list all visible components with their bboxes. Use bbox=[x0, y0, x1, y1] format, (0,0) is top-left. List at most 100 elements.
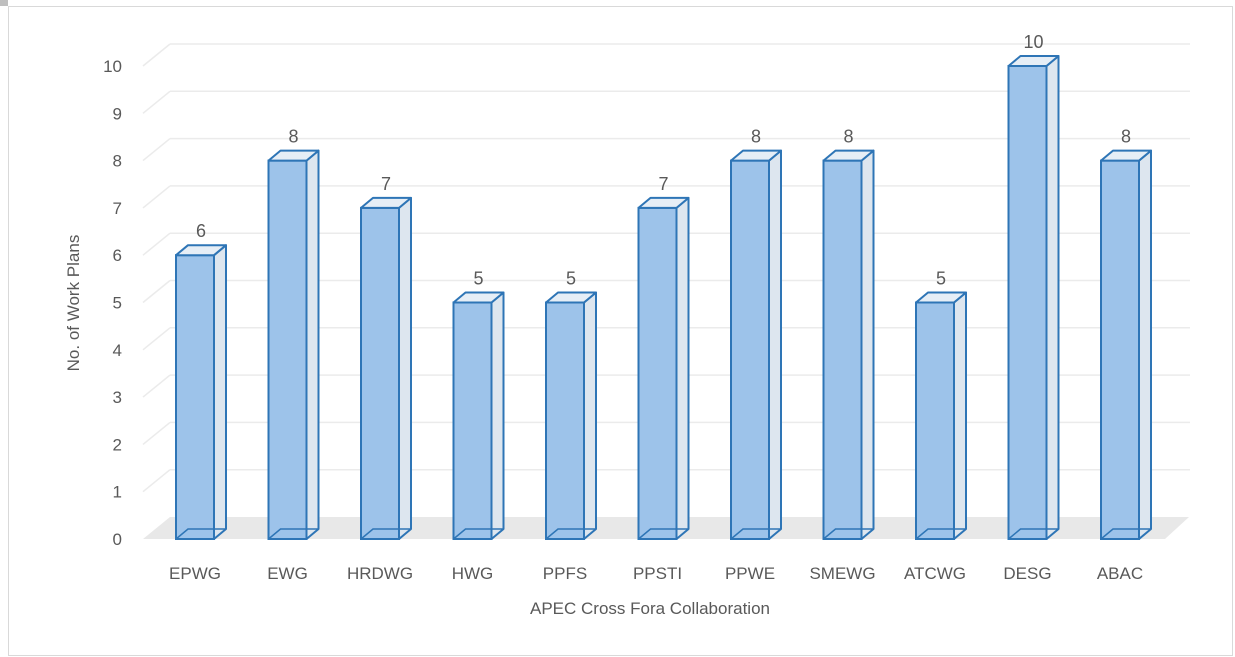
bar-top bbox=[730, 149, 782, 162]
bar-front bbox=[915, 301, 955, 540]
bar-front bbox=[822, 159, 863, 540]
gridline-diagonal bbox=[142, 185, 171, 209]
y-axis-title: No. of Work Plans bbox=[64, 235, 83, 372]
x-category-label: HRDWG bbox=[347, 564, 413, 583]
bar-top bbox=[1007, 55, 1060, 67]
bar-base-edge bbox=[915, 528, 966, 540]
y-tick-label: 0 bbox=[113, 530, 122, 549]
y-tick-label: 8 bbox=[113, 152, 122, 171]
bar bbox=[452, 291, 505, 540]
bar-front bbox=[637, 206, 678, 540]
bar bbox=[730, 149, 782, 540]
bar-front bbox=[452, 301, 493, 540]
bar-side bbox=[675, 196, 690, 540]
bar bbox=[175, 244, 227, 540]
bar bbox=[1100, 149, 1152, 540]
gridline-diagonal bbox=[142, 90, 171, 114]
data-label: 6 bbox=[196, 221, 206, 241]
bar-top bbox=[175, 244, 227, 257]
gridline-diagonal bbox=[142, 232, 171, 256]
gridline-diagonal bbox=[142, 374, 171, 398]
data-label: 8 bbox=[288, 127, 298, 147]
bar-top bbox=[267, 149, 320, 162]
bar bbox=[545, 291, 597, 540]
gridline-diagonal bbox=[142, 469, 171, 493]
data-label: 10 bbox=[1023, 32, 1043, 52]
bar-front bbox=[175, 254, 215, 540]
x-category-label: DESG bbox=[1003, 564, 1051, 583]
bar-front bbox=[730, 159, 770, 540]
bar-base-edge bbox=[360, 528, 411, 540]
bar-front bbox=[360, 206, 400, 540]
bar-side bbox=[583, 291, 597, 540]
data-label: 7 bbox=[658, 174, 668, 194]
bar-side bbox=[953, 291, 967, 540]
bar-side bbox=[1138, 149, 1152, 540]
bar bbox=[267, 149, 320, 540]
bar-top bbox=[1100, 149, 1152, 162]
bar-top bbox=[637, 196, 690, 209]
data-label: 5 bbox=[936, 269, 946, 289]
bar-side bbox=[398, 196, 412, 540]
bar-base-edge bbox=[453, 528, 504, 540]
x-category-label: HWG bbox=[452, 564, 494, 583]
y-tick-label: 7 bbox=[113, 199, 122, 218]
bar-side bbox=[213, 244, 227, 540]
x-category-label: PPFS bbox=[543, 564, 587, 583]
bar-side bbox=[490, 291, 505, 540]
bar-base-edge bbox=[1008, 528, 1059, 540]
x-axis-title: APEC Cross Fora Collaboration bbox=[530, 599, 770, 618]
data-labels: 6 8 7 5 5 7 8 8 5 10 8 bbox=[196, 32, 1131, 289]
bar-base-edge bbox=[638, 528, 689, 540]
bar bbox=[1007, 55, 1060, 540]
bar-base-edge bbox=[823, 528, 874, 540]
gridline-diagonal bbox=[142, 43, 171, 67]
bar-base-edge bbox=[175, 528, 226, 540]
bar-front bbox=[267, 159, 308, 540]
bar-front bbox=[1100, 159, 1140, 540]
data-label: 8 bbox=[843, 127, 853, 147]
y-tick-label: 6 bbox=[113, 246, 122, 265]
y-tick-label: 9 bbox=[113, 104, 122, 123]
bar-base-edge bbox=[730, 528, 781, 540]
bar-top bbox=[822, 149, 875, 162]
gridline-diagonal bbox=[142, 279, 171, 304]
data-label: 7 bbox=[381, 174, 391, 194]
bar-side bbox=[768, 149, 782, 540]
gridline-diagonal bbox=[142, 327, 171, 351]
y-tick-label: 4 bbox=[113, 341, 122, 360]
corner-mark bbox=[0, 0, 8, 6]
data-label: 8 bbox=[751, 127, 761, 147]
data-label: 8 bbox=[1121, 127, 1131, 147]
x-category-label: PPSTI bbox=[633, 564, 682, 583]
bar-front bbox=[1007, 65, 1048, 540]
bar bbox=[637, 196, 690, 540]
x-axis-categories: EPWG EWG HRDWG HWG PPFS PPSTI PPWE SMEWG ATCWG DE… bbox=[169, 564, 1143, 583]
y-tick-label: 3 bbox=[113, 388, 122, 407]
data-label: 5 bbox=[566, 269, 576, 289]
bar-side bbox=[860, 149, 875, 540]
x-category-label: EPWG bbox=[169, 564, 221, 583]
y-tick-label: 5 bbox=[113, 294, 122, 313]
data-label: 5 bbox=[473, 269, 483, 289]
bar-base-edge bbox=[1100, 528, 1151, 540]
y-tick-label: 1 bbox=[113, 483, 122, 502]
bar-side bbox=[1045, 55, 1060, 540]
bar-top bbox=[915, 291, 967, 304]
gridline-diagonal bbox=[142, 421, 171, 445]
bar bbox=[360, 196, 412, 540]
gridline-diagonal bbox=[142, 138, 171, 162]
bar-top bbox=[452, 291, 505, 304]
x-category-label: EWG bbox=[267, 564, 308, 583]
bar-base-edge bbox=[268, 528, 319, 540]
bar-front bbox=[545, 301, 585, 540]
bar-base-edge bbox=[545, 528, 596, 540]
x-category-label: SMEWG bbox=[809, 564, 875, 583]
x-category-label: ABAC bbox=[1097, 564, 1143, 583]
bar-side bbox=[305, 149, 320, 540]
x-category-label: ATCWG bbox=[904, 564, 966, 583]
y-tick-label: 2 bbox=[113, 435, 122, 454]
y-tick-label: 10 bbox=[103, 57, 122, 76]
bars bbox=[175, 55, 1152, 540]
